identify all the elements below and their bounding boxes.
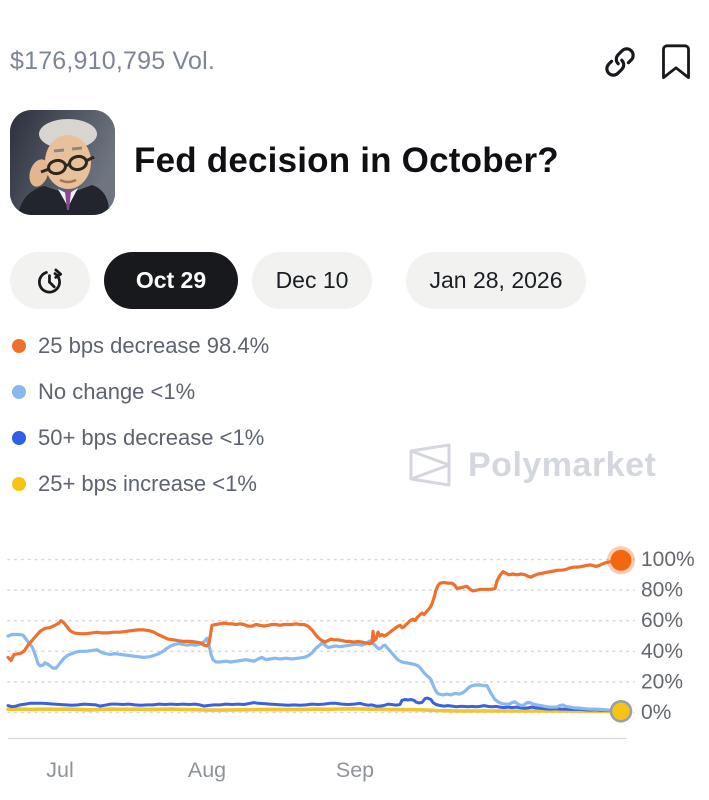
legend-label: 25+ bps increase [38, 471, 207, 496]
bookmark-icon [662, 44, 690, 80]
legend-item-25bps-decrease: 25 bps decrease 98.4% [12, 333, 269, 359]
chart-canvas[interactable]: 100% 80% 60% 40% 20% 0% Jul Aug Sep [0, 545, 709, 785]
end-marker-25-bps-decrease [610, 549, 632, 571]
legend-dot-orange [12, 339, 26, 353]
history-timescale-button[interactable] [10, 252, 90, 309]
y-axis-label: 20% [641, 670, 683, 693]
series-line-25-bps-decrease [6, 558, 623, 663]
share-link-button[interactable] [600, 42, 640, 82]
tab-label: Oct 29 [135, 267, 207, 293]
clock-history-icon [37, 268, 63, 294]
tab-oct-29[interactable]: Oct 29 [104, 252, 238, 309]
y-axis-label: 60% [641, 609, 683, 632]
end-marker-25-bps-increase [609, 699, 633, 723]
x-axis-label: Aug [188, 758, 226, 782]
legend-item-no-change: No change <1% [12, 379, 269, 405]
polymarket-logo-icon [409, 443, 451, 487]
y-axis-label: 100% [641, 548, 695, 571]
polymarket-watermark: Polymarket [406, 442, 656, 488]
tab-dec-10[interactable]: Dec 10 [252, 252, 372, 309]
legend-value: 98.4% [206, 333, 270, 358]
series-line-25-bps-increase [6, 706, 623, 714]
market-image-powell [10, 110, 115, 215]
market-title: Fed decision in October? [134, 141, 559, 180]
link-icon [605, 47, 635, 77]
x-axis-label: Jul [46, 758, 73, 782]
y-axis-label: 0% [641, 701, 671, 724]
legend-dot-blue [12, 431, 26, 445]
tab-label: Dec 10 [275, 267, 349, 293]
volume-text: $176,910,795 Vol. [10, 47, 215, 75]
legend-value: <1% [219, 425, 265, 450]
legend-item-50bps-decrease: 50+ bps decrease <1% [12, 425, 269, 451]
legend-label: 25 bps decrease [38, 333, 201, 358]
tab-label: Jan 28, 2026 [429, 267, 563, 293]
tab-jan-28-2026[interactable]: Jan 28, 2026 [406, 252, 586, 309]
legend-label: No change [38, 379, 145, 404]
legend-dot-yellow [12, 477, 26, 491]
bookmark-button[interactable] [656, 42, 696, 82]
probability-chart[interactable]: 100% 80% 60% 40% 20% 0% Jul Aug Sep [0, 545, 709, 785]
y-axis-label: 80% [641, 579, 683, 602]
series-line-no-change [6, 632, 623, 713]
legend-label: 50+ bps decrease [38, 425, 214, 450]
legend-value: <1% [212, 471, 257, 496]
legend-dot-lightblue [12, 385, 26, 399]
legend-item-25bps-increase: 25+ bps increase <1% [12, 471, 269, 497]
x-axis-label: Sep [336, 758, 374, 782]
legend-value: <1% [150, 379, 196, 404]
y-axis-label: 40% [641, 640, 683, 663]
watermark-text: Polymarket [468, 445, 657, 484]
outcome-legend: 25 bps decrease 98.4% No change <1% 50+ … [12, 333, 269, 497]
series-line-50-bps-decrease [6, 696, 623, 713]
